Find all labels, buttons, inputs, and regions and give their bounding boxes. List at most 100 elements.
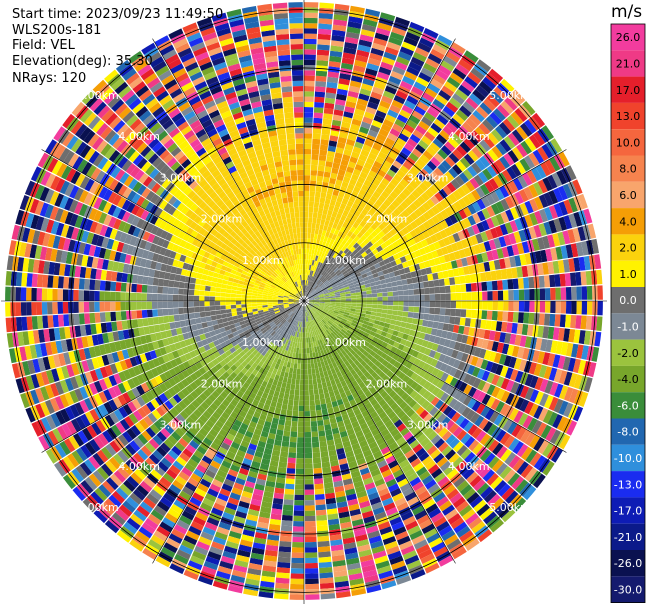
range-gate-cell	[235, 354, 242, 361]
range-gate-cell	[396, 280, 403, 286]
range-gate-cell	[233, 227, 241, 235]
range-gate-cell	[131, 274, 139, 284]
range-gate-cell	[137, 318, 144, 328]
range-gate-cell	[246, 396, 254, 404]
range-gate-cell	[273, 318, 279, 323]
range-gate-cell	[342, 316, 349, 320]
range-gate-cell	[327, 385, 334, 393]
range-gate-cell	[289, 367, 294, 374]
range-gate-cell	[299, 305, 303, 311]
range-gate-cell	[287, 329, 292, 335]
range-gate-cell	[314, 298, 320, 300]
range-gate-cell	[211, 277, 218, 283]
range-gate-cell	[257, 305, 263, 309]
range-gate-cell	[309, 299, 315, 301]
range-gate-cell	[306, 253, 309, 260]
range-gate-cell	[278, 220, 284, 227]
range-gate-cell	[382, 269, 389, 275]
range-gate-cell	[459, 317, 466, 326]
range-gate-cell	[308, 281, 312, 287]
range-gate-cell	[343, 272, 350, 278]
range-gate-cell	[332, 312, 339, 316]
range-gate-cell	[299, 305, 302, 311]
range-gate-cell	[271, 315, 277, 320]
range-gate-cell	[333, 206, 340, 213]
range-gate-cell	[236, 311, 243, 316]
range-gate-cell	[332, 405, 340, 413]
range-gate-cell	[346, 345, 353, 352]
range-gate-cell	[384, 355, 392, 363]
range-gate-cell	[377, 304, 383, 309]
range-gate-cell	[191, 271, 198, 279]
range-gate-cell	[250, 320, 257, 325]
range-gate-cell	[202, 269, 210, 276]
range-gate-cell	[304, 431, 312, 438]
range-gate-cell	[331, 324, 337, 329]
range-gate-cell	[261, 203, 268, 210]
range-gate-cell	[304, 358, 308, 364]
range-gate-cell	[335, 304, 341, 307]
range-gate-cell	[83, 290, 90, 301]
range-gate-cell	[226, 227, 234, 235]
range-gate-cell	[298, 321, 301, 327]
range-gate-cell	[287, 279, 292, 285]
range-gate-cell	[338, 403, 346, 411]
range-gate-cell	[333, 267, 339, 273]
range-gate-cell	[284, 293, 290, 297]
range-gate-cell	[320, 320, 326, 326]
range-gate-cell	[220, 309, 227, 315]
range-gate-cell	[329, 279, 335, 284]
range-gate-cell	[217, 348, 225, 356]
range-gate-cell	[218, 375, 227, 383]
range-gate-cell	[196, 254, 204, 262]
range-gate-cell	[309, 400, 315, 406]
range-gate-cell	[377, 325, 384, 331]
range-gate-cell	[311, 290, 317, 295]
range-gate-cell	[146, 301, 153, 310]
range-gate-cell	[251, 355, 258, 363]
range-gate-cell	[292, 265, 296, 272]
range-gate-cell	[329, 306, 335, 309]
range-gate-cell	[373, 241, 381, 249]
range-gate-cell	[326, 226, 332, 233]
range-gate-cell	[237, 238, 245, 245]
range-gate-cell	[322, 176, 330, 183]
range-gate-cell	[401, 261, 409, 269]
range-gate-cell	[324, 296, 331, 299]
range-gate-cell	[315, 273, 320, 279]
range-gate-cell	[311, 260, 315, 266]
range-gate-cell	[390, 334, 397, 342]
range-gate-cell	[344, 360, 351, 367]
range-gate-cell	[115, 291, 121, 301]
range-gate-cell	[288, 298, 294, 300]
range-gate-cell	[237, 283, 244, 288]
range-gate-cell	[341, 356, 348, 363]
range-gate-cell	[301, 285, 303, 291]
range-gate-cell	[385, 332, 393, 339]
range-gate-cell	[348, 284, 355, 289]
range-gate-cell	[315, 191, 321, 198]
range-gate-cell	[359, 338, 366, 344]
range-gate-cell	[306, 342, 309, 349]
range-gate-cell	[344, 331, 351, 338]
range-gate-cell	[272, 301, 278, 303]
range-gate-cell	[289, 294, 295, 298]
range-gate-cell	[314, 272, 319, 278]
range-gate-cell	[323, 359, 329, 366]
range-gate-cell	[359, 393, 367, 401]
range-gate-cell	[304, 421, 311, 427]
range-gate-cell	[322, 264, 327, 271]
range-gate-cell	[313, 295, 319, 298]
range-gate-cell	[247, 286, 254, 291]
range-gate-cell	[378, 335, 386, 342]
range-gate-cell	[137, 275, 144, 284]
range-gate-cell	[424, 294, 430, 301]
range-gate-cell	[298, 353, 302, 359]
range-gate-cell	[309, 298, 315, 300]
range-gate-cell	[414, 295, 420, 301]
range-gate-cell	[347, 279, 353, 284]
range-gate-cell	[404, 254, 412, 262]
range-gate-cell	[335, 341, 341, 348]
range-gate-cell	[295, 259, 299, 266]
range-gate-cell	[304, 390, 309, 396]
